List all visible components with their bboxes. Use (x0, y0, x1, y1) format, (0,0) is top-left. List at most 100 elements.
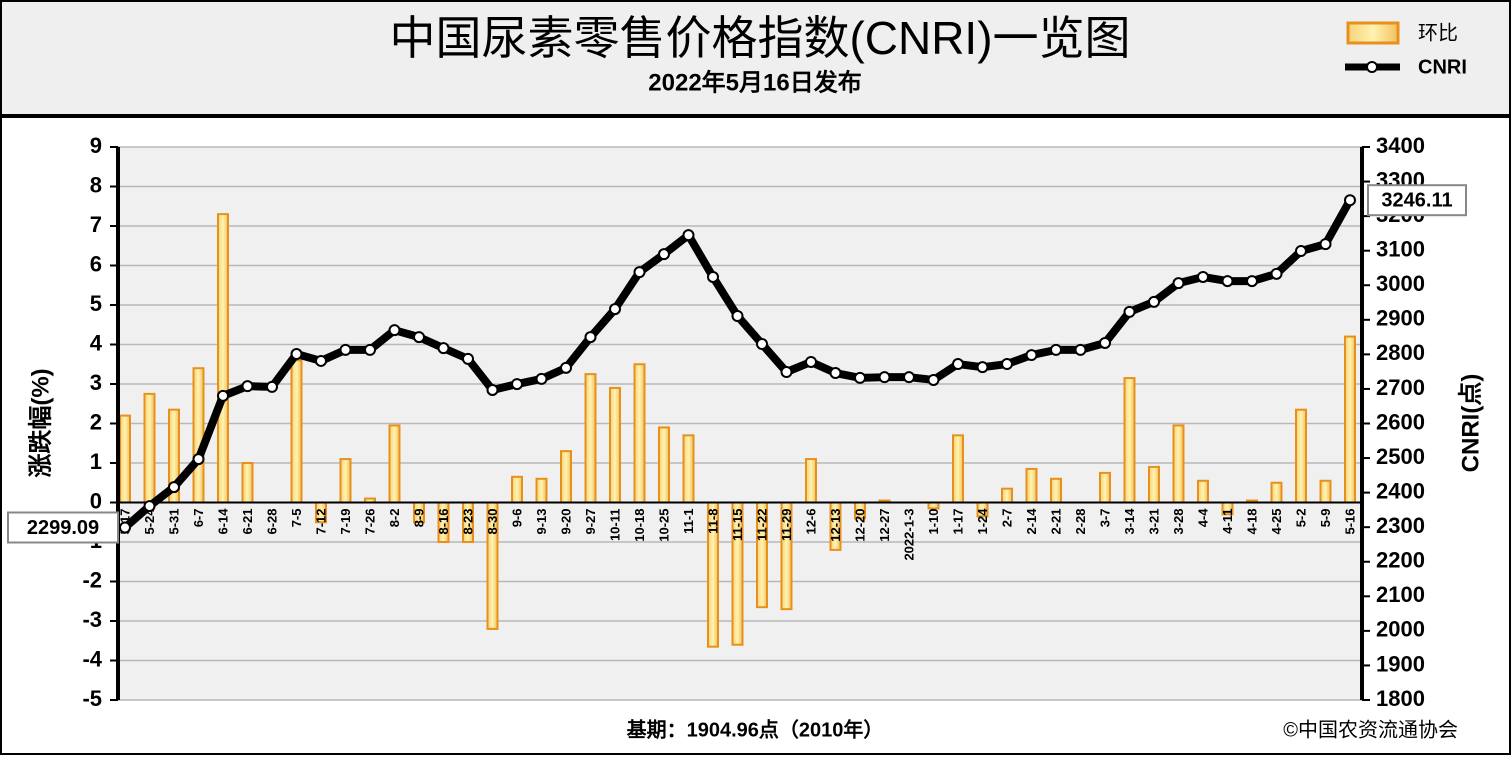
bar (805, 458, 817, 504)
line-marker (1025, 349, 1038, 362)
x-tick-label: 11-8 (705, 509, 720, 534)
x-tick-label: 3-7 (1097, 509, 1112, 528)
x-tick-label: 3-21 (1146, 509, 1161, 535)
chart-subtitle: 2022年5月16日发布 (648, 68, 861, 96)
line-marker (1001, 358, 1013, 371)
x-tick-label: 6-7 (191, 509, 206, 528)
line-marker (192, 453, 205, 466)
line-marker (1197, 270, 1209, 283)
line-marker (805, 355, 817, 368)
line-marker (780, 366, 793, 379)
bar (584, 373, 597, 504)
line-marker (829, 367, 842, 380)
legend-label: CNRI (1418, 56, 1467, 78)
x-tick-label: 5-16 (1342, 509, 1357, 535)
x-tick-label: 1-10 (926, 509, 941, 535)
y2-tick-label: 2900 (1376, 306, 1425, 331)
bar (1099, 471, 1111, 504)
line-marker (1099, 336, 1111, 349)
bar (192, 367, 205, 504)
x-tick-label: 7-5 (289, 509, 304, 528)
x-tick-label: 10-11 (607, 509, 622, 542)
y2-tick-label: 1900 (1376, 651, 1425, 676)
x-tick-label: 12-27 (877, 509, 892, 542)
x-tick-label: 4-25 (1269, 509, 1284, 535)
y2-tick-label: 3100 (1376, 237, 1425, 262)
line-marker (976, 361, 989, 374)
line-marker (266, 380, 278, 393)
bar (633, 363, 646, 504)
y2-tick-label: 2800 (1376, 340, 1425, 365)
y2-tick-label: 2000 (1376, 617, 1425, 642)
line-marker (168, 481, 180, 494)
y-tick-label: 7 (90, 212, 102, 237)
x-tick-label: 1-17 (950, 509, 965, 535)
y-tick-label: -3 (82, 607, 102, 632)
line-marker (756, 338, 768, 351)
legend-swatch (1346, 21, 1400, 45)
x-tick-label: 9-27 (583, 509, 598, 535)
y-tick-label: 0 (90, 488, 102, 513)
line-marker (1295, 245, 1307, 258)
line-marker (1270, 267, 1283, 280)
line-marker (1319, 238, 1332, 251)
line-marker (658, 248, 670, 261)
line-marker (731, 310, 744, 323)
x-tick-label: 12-6 (803, 509, 818, 535)
bar (609, 386, 621, 504)
y-tick-label: -2 (82, 567, 102, 592)
line-marker (1221, 275, 1234, 288)
y2-tick-label: 2500 (1376, 444, 1425, 469)
x-tick-label: 12-13 (828, 509, 843, 542)
x-tick-label: 6-14 (215, 508, 230, 535)
x-tick-label: 8-2 (387, 509, 402, 528)
line-marker (1123, 305, 1136, 318)
y-tick-label: 5 (90, 291, 102, 316)
y-tick-label: -4 (82, 646, 102, 671)
bar (1172, 424, 1185, 504)
line-marker (878, 371, 891, 384)
y2-tick-label: 3400 (1376, 133, 1425, 158)
plot: 9876543210-1-2-3-4-534003300320031003000… (7, 133, 1467, 711)
line-marker (1246, 275, 1258, 288)
bar (560, 450, 572, 504)
bar (1270, 481, 1283, 504)
line-marker (486, 383, 499, 396)
line-marker (903, 371, 915, 384)
line-marker (560, 361, 572, 374)
line-marker (1074, 343, 1087, 356)
x-tick-label: 6-21 (240, 509, 255, 535)
line-marker (584, 331, 597, 344)
x-tick-label: 3-14 (1122, 508, 1137, 535)
bar (339, 458, 352, 504)
y2-tick-label: 2300 (1376, 513, 1425, 538)
x-tick-label: 8-23 (460, 509, 475, 535)
line-marker (609, 303, 621, 316)
value-label-box (7, 511, 119, 544)
line-marker (119, 521, 131, 534)
x-tick-label: 11-22 (754, 509, 769, 542)
line-marker (315, 354, 327, 367)
line-marker (927, 373, 940, 386)
legend-marker (1366, 61, 1378, 73)
line-marker (290, 348, 303, 361)
line-marker (1172, 277, 1185, 290)
x-tick-label: 8-9 (411, 509, 426, 528)
y-tick-label: 8 (90, 172, 102, 197)
line-marker (437, 342, 450, 355)
line-marker (1344, 194, 1356, 207)
line-marker (217, 389, 229, 402)
line-marker (952, 358, 964, 371)
line-marker (707, 270, 719, 283)
y-tick-label: 3 (90, 370, 102, 395)
x-tick-label: 2-21 (1048, 509, 1063, 535)
x-tick-label: 7-12 (313, 509, 328, 535)
bar (119, 414, 131, 504)
line-marker (511, 378, 523, 391)
x-tick-label: 2-14 (1024, 508, 1039, 535)
x-tick-label: 4-18 (1244, 509, 1259, 535)
line-marker (1050, 343, 1062, 356)
x-tick-label: 7-26 (362, 509, 377, 535)
y-axis-label: 涨跌幅(%) (27, 368, 54, 477)
